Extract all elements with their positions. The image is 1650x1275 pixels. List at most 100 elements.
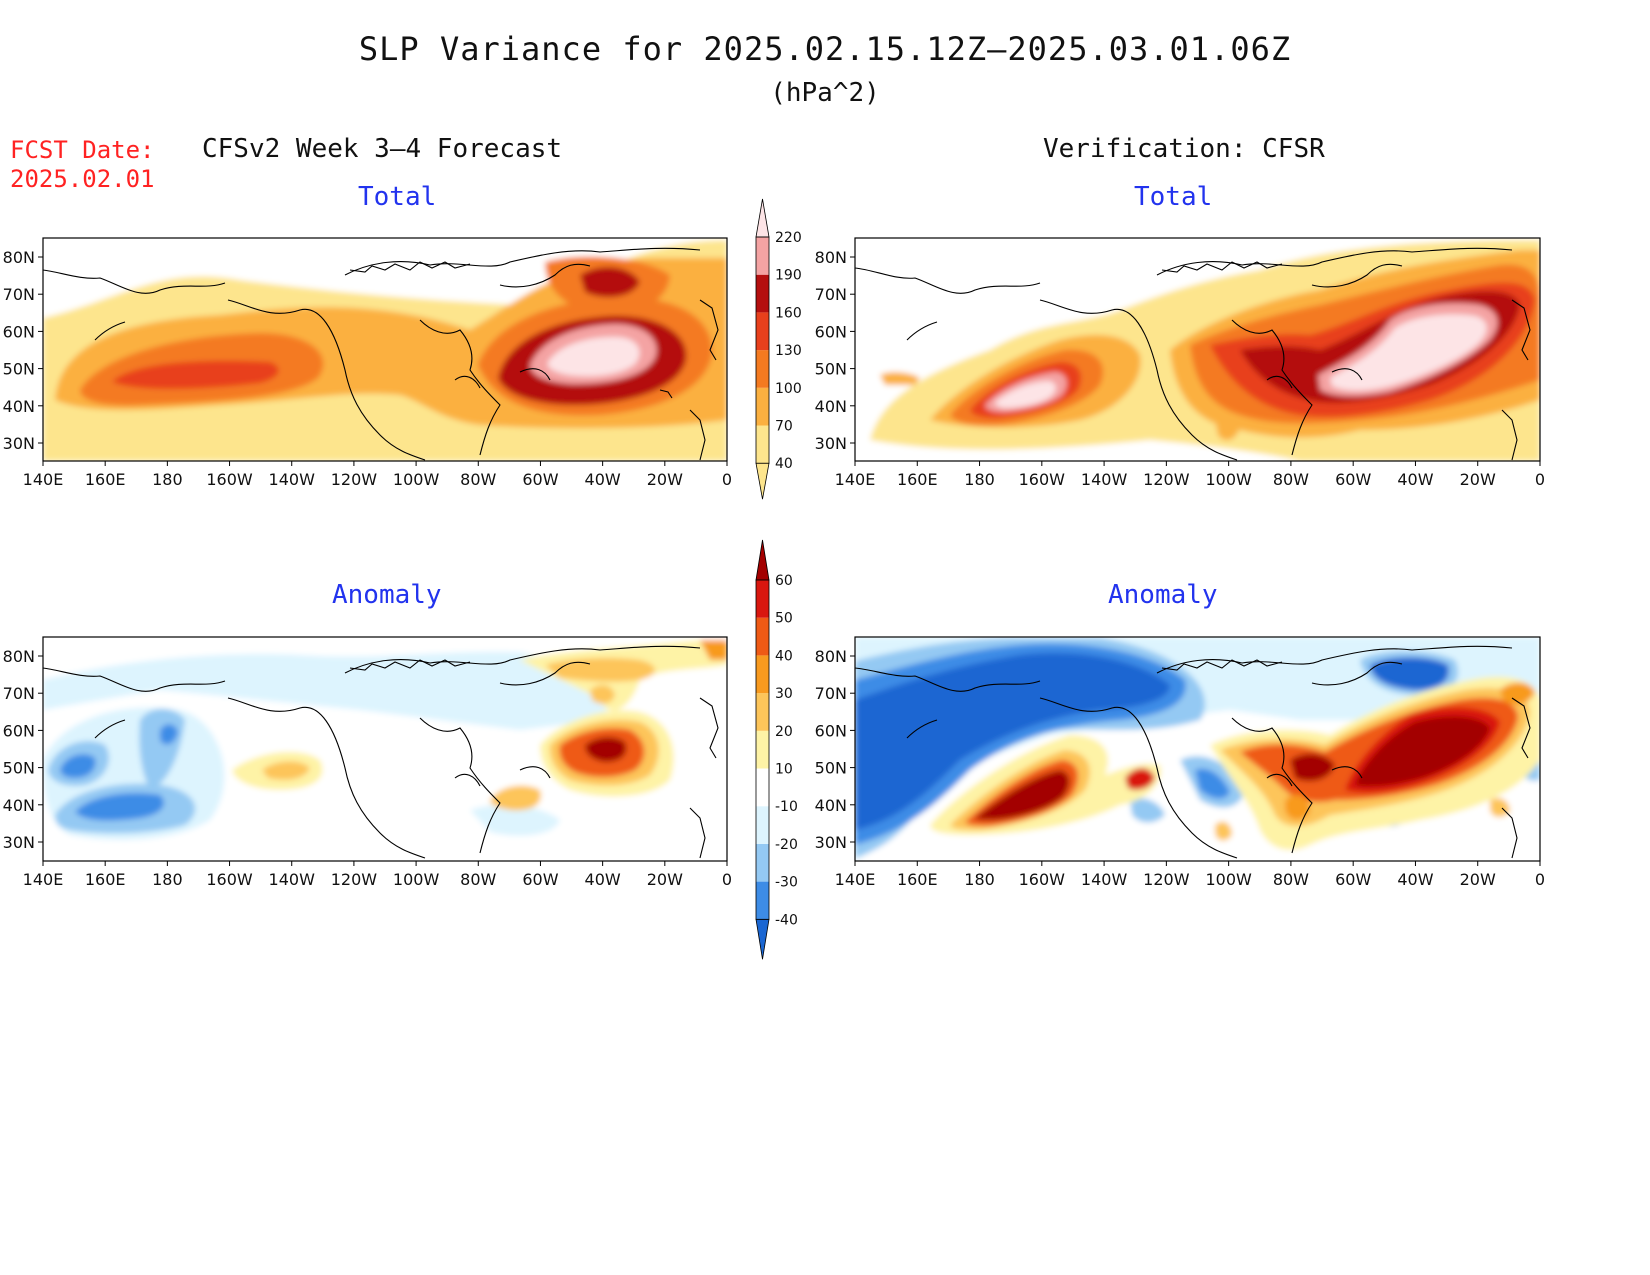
colorbar-anomaly-label: -30	[775, 875, 798, 891]
panel-title-forecast-total: Total	[358, 182, 437, 212]
colorbar-total-label: 160	[775, 305, 802, 321]
colorbar-anomaly-label: 40	[775, 648, 793, 664]
lat-label: 80N	[3, 647, 35, 666]
colorbar-anomaly-label: 20	[775, 724, 793, 740]
colorbar-total-swatch	[755, 198, 770, 238]
lon-label: 160W	[206, 470, 253, 489]
lon-label: 0	[1535, 470, 1545, 489]
lon-label: 160W	[206, 870, 253, 889]
lat-label: 30N	[815, 434, 847, 453]
colorbar-total-swatch	[756, 312, 769, 351]
colorbar-anomaly-swatch	[756, 768, 769, 807]
colorbar-anomaly-swatch	[756, 806, 769, 844]
lon-label: 160E	[897, 470, 938, 489]
lat-label: 70N	[3, 684, 35, 703]
lon-label: 180	[964, 470, 995, 489]
map-verification-anomaly	[854, 636, 1541, 862]
map-verification-total	[854, 237, 1541, 462]
colorbar-anomaly-swatch	[756, 580, 769, 618]
colorbar-anomaly-label: -40	[775, 912, 798, 928]
lat-label: 30N	[3, 833, 35, 852]
colorbar-anomaly-label: -10	[775, 799, 798, 815]
lon-label: 180	[964, 870, 995, 889]
colorbar-total-swatch	[756, 274, 769, 313]
lon-label: 160W	[1019, 470, 1066, 489]
lon-label: 100W	[393, 470, 440, 489]
lat-label: 70N	[3, 285, 35, 304]
lon-label: 140W	[269, 470, 316, 489]
colorbar-anomaly-label: 60	[775, 573, 793, 589]
colorbar-total: 40 70 100 130 160 190 220	[755, 198, 802, 500]
colorbar-total-swatch	[756, 350, 769, 388]
lon-label: 80W	[460, 470, 496, 489]
colorbar-total-label: 220	[775, 230, 802, 246]
map-forecast-anomaly	[42, 636, 728, 862]
colorbar-anomaly-swatch	[756, 617, 769, 656]
lon-label: 120W	[331, 870, 378, 889]
colorbar-total-label: 190	[775, 268, 802, 284]
lon-label: 60W	[1335, 870, 1371, 889]
colorbar-anomaly-label: 50	[775, 611, 793, 627]
lat-label: 80N	[3, 248, 35, 267]
colorbar-total-frame	[755, 236, 770, 464]
lon-label: 40W	[585, 870, 621, 889]
lat-label: 80N	[815, 647, 847, 666]
lon-label: 140E	[835, 470, 876, 489]
colorbar-anomaly-swatch	[756, 843, 769, 882]
lon-label: 120W	[1143, 870, 1190, 889]
lon-label: 100W	[1205, 470, 1252, 489]
lat-label: 60N	[815, 322, 847, 341]
map-forecast-total	[42, 237, 728, 462]
lon-label: 20W	[1460, 870, 1496, 889]
lon-label: 80W	[1273, 470, 1309, 489]
lat-label: 70N	[815, 285, 847, 304]
lon-label: 40W	[585, 470, 621, 489]
lon-label: 100W	[393, 870, 440, 889]
lon-label: 20W	[647, 870, 683, 889]
lon-label: 120W	[331, 470, 378, 489]
lat-label: 80N	[815, 248, 847, 267]
colorbar-anomaly-swatch	[755, 918, 770, 960]
figure-units: (hPa^2)	[770, 78, 880, 108]
lat-label: 40N	[3, 397, 35, 416]
lon-label: 80W	[1273, 870, 1309, 889]
lon-label: 160E	[897, 870, 938, 889]
lon-label: 0	[1535, 870, 1545, 889]
panel-title-verification-total: Total	[1134, 182, 1213, 212]
colorbar-total-label: 130	[775, 343, 802, 359]
lat-label: 60N	[3, 721, 35, 740]
colorbar-anomaly-swatch	[755, 539, 770, 581]
lat-label: 50N	[3, 360, 35, 379]
colorbar-anomaly-swatch	[756, 693, 769, 731]
lon-label: 20W	[1460, 470, 1496, 489]
lat-label: 70N	[815, 684, 847, 703]
verification-heading: Verification: CFSR	[1043, 134, 1325, 164]
lon-label: 0	[722, 470, 732, 489]
lon-label: 20W	[647, 470, 683, 489]
colorbar-total-label: 40	[775, 456, 793, 472]
lon-label: 180	[152, 870, 183, 889]
lon-label: 60W	[522, 470, 558, 489]
lon-label: 120W	[1143, 470, 1190, 489]
forecast-date-value: 2025.02.01	[10, 165, 155, 193]
colorbar-total-swatch	[756, 387, 769, 426]
lon-label: 140W	[1081, 870, 1128, 889]
colorbar-anomaly-swatch	[756, 730, 769, 769]
colorbar-total-swatch	[756, 237, 769, 275]
lat-label: 30N	[815, 833, 847, 852]
forecast-date-block: FCST Date: 2025.02.01	[10, 136, 155, 194]
forecast-date-label: FCST Date:	[10, 136, 155, 164]
lon-label: 160E	[85, 870, 126, 889]
colorbar-anomaly-swatch	[756, 881, 769, 920]
lon-label: 40W	[1397, 870, 1433, 889]
lon-label: 60W	[1335, 470, 1371, 489]
panel-title-verification-anomaly: Anomaly	[1108, 580, 1218, 610]
colorbar-anomaly-swatch	[756, 655, 769, 694]
lat-label: 40N	[815, 397, 847, 416]
lon-label: 160W	[1019, 870, 1066, 889]
colorbar-total-swatch	[755, 462, 770, 500]
colorbar-anomaly-label: 30	[775, 686, 793, 702]
panel-title-forecast-anomaly: Anomaly	[332, 580, 442, 610]
lon-label: 0	[722, 870, 732, 889]
